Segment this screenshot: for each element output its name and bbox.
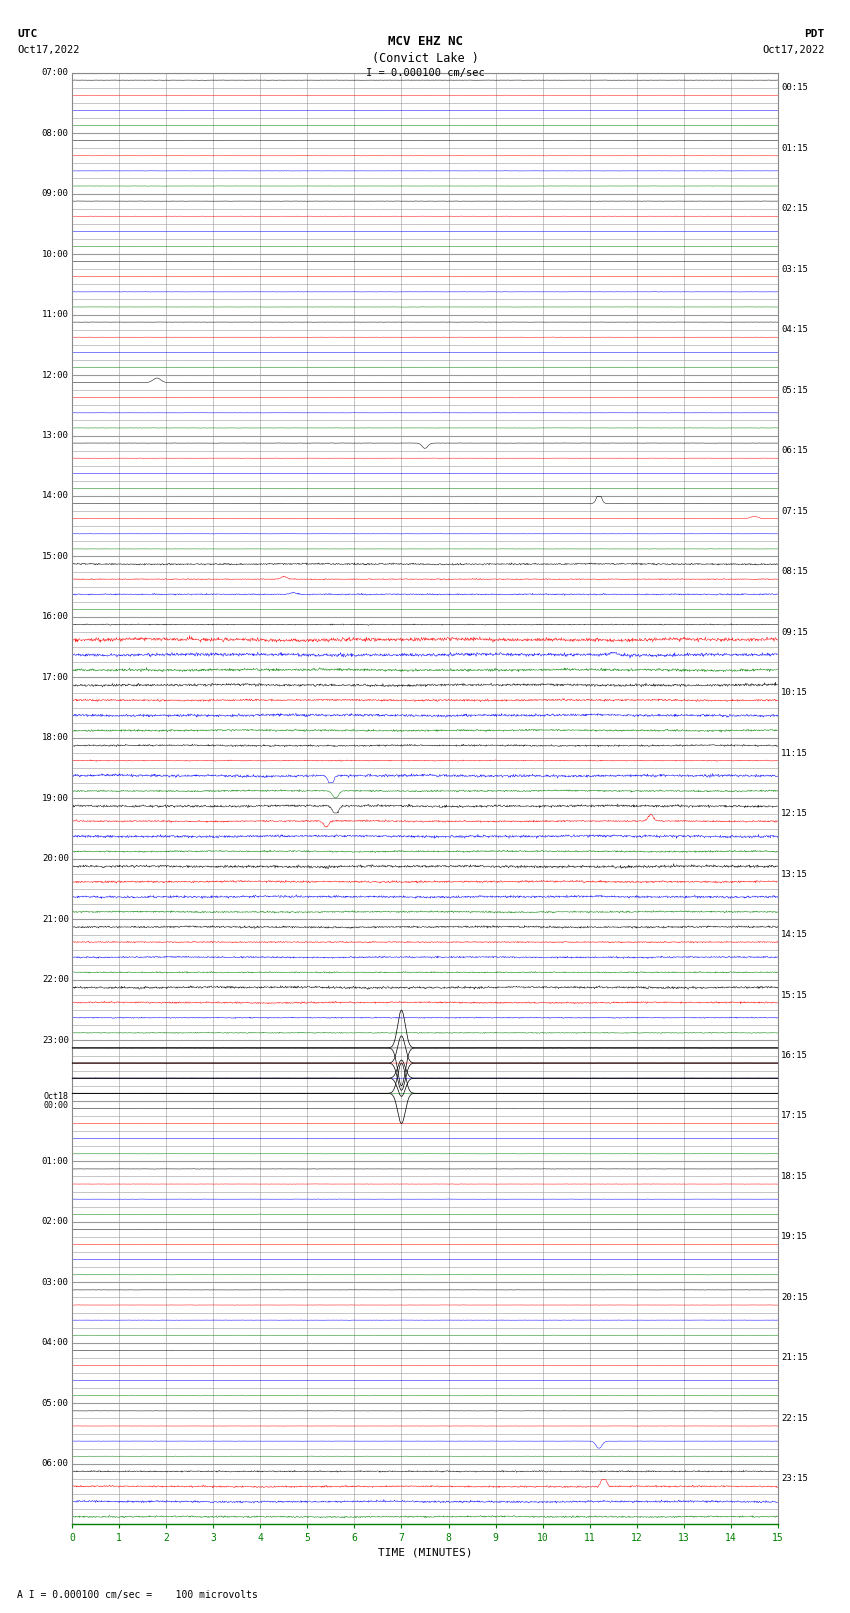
Text: 09:00: 09:00 (42, 189, 69, 198)
Text: Oct17,2022: Oct17,2022 (762, 45, 824, 55)
Text: 17:00: 17:00 (42, 673, 69, 682)
Text: 14:15: 14:15 (781, 931, 808, 939)
Text: 23:00: 23:00 (42, 1036, 69, 1045)
Text: 17:15: 17:15 (781, 1111, 808, 1121)
Text: 10:00: 10:00 (42, 250, 69, 258)
Text: 10:15: 10:15 (781, 689, 808, 697)
Text: 06:00: 06:00 (42, 1460, 69, 1468)
Text: 06:15: 06:15 (781, 447, 808, 455)
Text: 00:15: 00:15 (781, 84, 808, 92)
Text: 01:00: 01:00 (42, 1157, 69, 1166)
Text: 16:15: 16:15 (781, 1052, 808, 1060)
Text: 20:15: 20:15 (781, 1294, 808, 1302)
Text: 09:15: 09:15 (781, 627, 808, 637)
X-axis label: TIME (MINUTES): TIME (MINUTES) (377, 1547, 473, 1558)
Text: 08:00: 08:00 (42, 129, 69, 137)
Text: 04:15: 04:15 (781, 326, 808, 334)
Text: 00:00: 00:00 (43, 1100, 69, 1110)
Text: 21:15: 21:15 (781, 1353, 808, 1363)
Text: (Convict Lake ): (Convict Lake ) (371, 52, 479, 65)
Text: 20:00: 20:00 (42, 855, 69, 863)
Text: 04:00: 04:00 (42, 1339, 69, 1347)
Text: 15:15: 15:15 (781, 990, 808, 1000)
Text: 03:00: 03:00 (42, 1277, 69, 1287)
Text: 07:00: 07:00 (42, 68, 69, 77)
Text: Oct18: Oct18 (43, 1092, 69, 1100)
Text: 12:15: 12:15 (781, 810, 808, 818)
Text: 05:00: 05:00 (42, 1398, 69, 1408)
Text: 23:15: 23:15 (781, 1474, 808, 1484)
Text: A I = 0.000100 cm/sec =    100 microvolts: A I = 0.000100 cm/sec = 100 microvolts (17, 1590, 258, 1600)
Text: 05:15: 05:15 (781, 386, 808, 395)
Text: 18:00: 18:00 (42, 734, 69, 742)
Text: 02:00: 02:00 (42, 1218, 69, 1226)
Text: 13:15: 13:15 (781, 869, 808, 879)
Text: 11:15: 11:15 (781, 748, 808, 758)
Text: 19:15: 19:15 (781, 1232, 808, 1242)
Text: 22:00: 22:00 (42, 976, 69, 984)
Text: 22:15: 22:15 (781, 1415, 808, 1423)
Text: 21:00: 21:00 (42, 915, 69, 924)
Text: Oct17,2022: Oct17,2022 (17, 45, 80, 55)
Text: 12:00: 12:00 (42, 371, 69, 379)
Text: 02:15: 02:15 (781, 205, 808, 213)
Text: 14:00: 14:00 (42, 492, 69, 500)
Text: 01:15: 01:15 (781, 144, 808, 153)
Text: 03:15: 03:15 (781, 265, 808, 274)
Text: I = 0.000100 cm/sec: I = 0.000100 cm/sec (366, 68, 484, 77)
Text: 13:00: 13:00 (42, 431, 69, 440)
Text: PDT: PDT (804, 29, 824, 39)
Text: 16:00: 16:00 (42, 613, 69, 621)
Text: 11:00: 11:00 (42, 310, 69, 319)
Text: 08:15: 08:15 (781, 568, 808, 576)
Text: MCV EHZ NC: MCV EHZ NC (388, 35, 462, 48)
Text: 19:00: 19:00 (42, 794, 69, 803)
Text: UTC: UTC (17, 29, 37, 39)
Text: 18:15: 18:15 (781, 1173, 808, 1181)
Text: 07:15: 07:15 (781, 506, 808, 516)
Text: 15:00: 15:00 (42, 552, 69, 561)
